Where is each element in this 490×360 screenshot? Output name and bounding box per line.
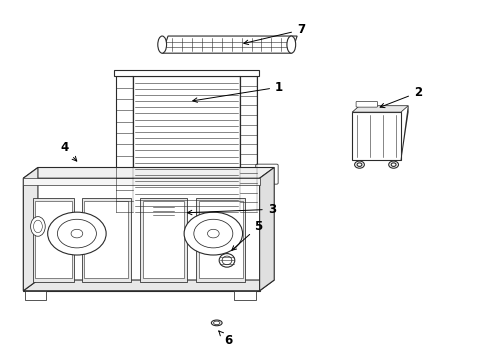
Bar — [140, 198, 187, 282]
FancyBboxPatch shape — [25, 291, 46, 300]
Text: 6: 6 — [219, 331, 232, 347]
Ellipse shape — [222, 256, 232, 265]
Polygon shape — [24, 167, 274, 178]
Bar — [33, 198, 74, 282]
Circle shape — [207, 229, 219, 238]
Bar — [116, 76, 133, 212]
Ellipse shape — [219, 253, 235, 267]
Bar — [143, 202, 184, 278]
Circle shape — [391, 163, 396, 166]
Circle shape — [184, 212, 243, 255]
FancyBboxPatch shape — [234, 291, 256, 300]
Polygon shape — [24, 280, 274, 291]
Text: 1: 1 — [193, 81, 283, 102]
Bar — [82, 198, 130, 282]
Bar — [35, 202, 72, 278]
Polygon shape — [24, 167, 38, 291]
Text: 5: 5 — [232, 220, 263, 250]
Bar — [199, 202, 243, 278]
Bar — [84, 202, 128, 278]
Ellipse shape — [214, 321, 220, 325]
Bar — [133, 76, 240, 212]
Circle shape — [57, 219, 97, 248]
Circle shape — [355, 161, 365, 168]
FancyBboxPatch shape — [148, 203, 179, 219]
Bar — [240, 76, 257, 212]
Polygon shape — [352, 106, 408, 112]
Polygon shape — [401, 106, 408, 160]
Ellipse shape — [30, 217, 45, 236]
Bar — [196, 198, 245, 282]
Bar — [115, 212, 259, 219]
Polygon shape — [162, 36, 297, 53]
Text: 4: 4 — [61, 141, 77, 161]
Bar — [24, 178, 260, 185]
Circle shape — [357, 163, 362, 166]
Bar — [115, 70, 259, 76]
Text: 2: 2 — [380, 86, 422, 108]
Ellipse shape — [287, 36, 295, 53]
Ellipse shape — [33, 220, 42, 233]
Bar — [352, 112, 401, 160]
FancyBboxPatch shape — [356, 102, 377, 107]
FancyBboxPatch shape — [256, 164, 278, 184]
Circle shape — [48, 212, 106, 255]
Circle shape — [389, 161, 398, 168]
Polygon shape — [24, 178, 260, 291]
Text: 3: 3 — [188, 203, 276, 216]
Ellipse shape — [211, 320, 222, 326]
Text: 7: 7 — [244, 23, 305, 45]
Polygon shape — [260, 167, 274, 291]
Circle shape — [194, 219, 233, 248]
Ellipse shape — [158, 36, 167, 53]
Circle shape — [71, 229, 83, 238]
